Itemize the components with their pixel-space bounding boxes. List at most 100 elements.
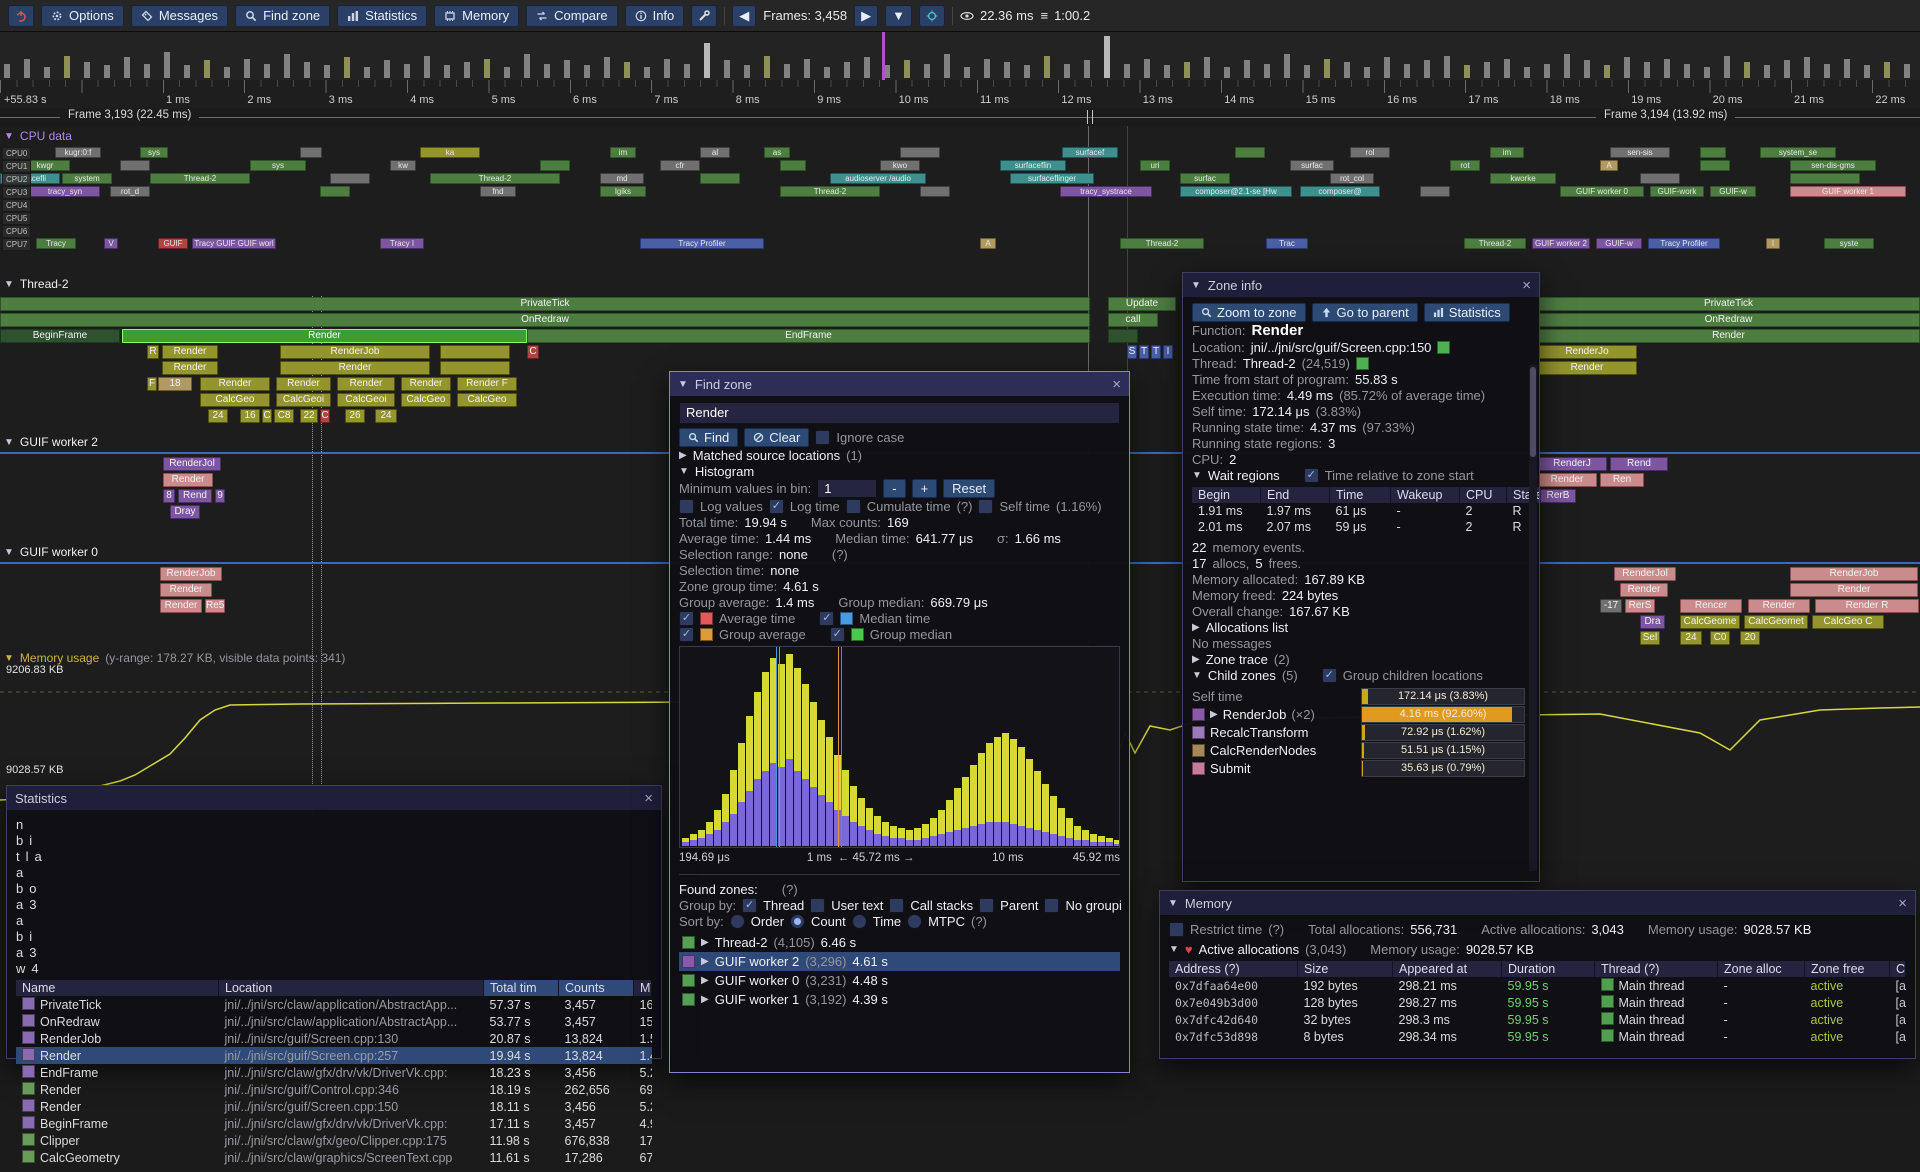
frame-time-bar[interactable] bbox=[1084, 60, 1090, 78]
histogram-bar[interactable] bbox=[834, 755, 841, 846]
timeline-zone[interactable]: sys bbox=[140, 147, 168, 158]
frame-time-bar[interactable] bbox=[524, 54, 530, 78]
table-row[interactable]: Render jni/../jni/src/guif/Control.cpp:34… bbox=[16, 1081, 652, 1098]
tools-button[interactable] bbox=[691, 4, 718, 27]
histogram-bar[interactable] bbox=[898, 828, 905, 846]
timeline-zone[interactable] bbox=[440, 361, 510, 375]
histogram-bar[interactable] bbox=[1042, 784, 1049, 846]
histogram-bar[interactable] bbox=[1074, 826, 1081, 846]
timeline-zone[interactable]: Render bbox=[160, 583, 212, 597]
column-header[interactable]: CPU bbox=[1459, 487, 1507, 503]
timeline-zone[interactable]: sys bbox=[250, 160, 306, 171]
frame-time-bar[interactable] bbox=[304, 62, 310, 78]
collapse-arrow[interactable]: ▼ bbox=[1192, 669, 1202, 681]
histogram-bar[interactable] bbox=[706, 822, 713, 846]
child-zone-row[interactable]: Self time 172.14 μs (3.83%) bbox=[1192, 687, 1525, 705]
histogram-bar[interactable] bbox=[970, 765, 977, 846]
timeline-zone[interactable]: RerB bbox=[1540, 489, 1576, 503]
timeline-zone[interactable]: Trac bbox=[1266, 238, 1308, 249]
frame-time-bar[interactable] bbox=[1284, 54, 1290, 78]
collapse-arrow[interactable]: ▶ bbox=[701, 994, 709, 1005]
frame-band[interactable]: Frame 3,193 (22.45 ms) Frame 3,194 (13.9… bbox=[0, 108, 1920, 126]
timeline-zone[interactable]: Tracy bbox=[36, 238, 76, 249]
histogram-bar[interactable] bbox=[850, 786, 857, 846]
go-to-parent-button[interactable]: Go to parent bbox=[1311, 303, 1418, 322]
frame-time-bar[interactable] bbox=[224, 66, 230, 78]
frame-time-bar[interactable] bbox=[704, 42, 710, 78]
timeline-zone[interactable]: CalcGeo bbox=[401, 393, 451, 407]
timeline-zone[interactable] bbox=[700, 173, 740, 184]
frame-time-bar[interactable] bbox=[1704, 66, 1710, 78]
find-zone-titlebar[interactable]: ▼ Find zone × bbox=[670, 372, 1129, 396]
timeline-zone[interactable]: OnRedraw bbox=[0, 313, 1090, 327]
frame-time-bar[interactable] bbox=[1004, 62, 1010, 78]
table-row[interactable]: Render jni/../jni/src/guif/Screen.cpp:150… bbox=[16, 1098, 652, 1115]
timeline-zone[interactable]: CalcGeoi bbox=[337, 393, 395, 407]
frame-time-bar[interactable] bbox=[584, 65, 590, 78]
timeline-zone[interactable] bbox=[320, 186, 350, 197]
zoom-to-zone-button[interactable]: Zoom to zone bbox=[1192, 303, 1306, 322]
cpu-data-header[interactable]: ▼ CPU data bbox=[4, 128, 72, 144]
child-zone-row[interactable]: CalcRenderNodes 51.51 μs (1.15%) bbox=[1192, 741, 1525, 759]
column-header[interactable]: Total tim bbox=[483, 980, 559, 996]
histogram-bar[interactable] bbox=[938, 810, 945, 846]
histogram-bar[interactable] bbox=[962, 777, 969, 846]
frame-time-bar[interactable] bbox=[1264, 63, 1270, 78]
child-zone-row[interactable]: RecalcTransform 72.92 μs (1.62%) bbox=[1192, 723, 1525, 741]
frame-time-bar[interactable] bbox=[1544, 63, 1550, 78]
histogram-bar[interactable] bbox=[722, 794, 729, 846]
frame-time-bar[interactable] bbox=[924, 63, 930, 78]
timeline-zone[interactable]: RenderJol bbox=[163, 457, 221, 471]
checkbox[interactable]: ✓ bbox=[829, 626, 845, 642]
scrollbar-thumb[interactable] bbox=[1530, 367, 1536, 457]
timeline-zone[interactable]: Render bbox=[200, 377, 270, 391]
power-button[interactable] bbox=[8, 4, 34, 27]
collapse-arrow[interactable]: ▶ bbox=[679, 449, 687, 461]
collapse-arrow[interactable]: ▼ bbox=[1192, 469, 1202, 481]
frame-time-bar[interactable] bbox=[1744, 62, 1750, 78]
timeline-zone[interactable]: F bbox=[147, 377, 157, 391]
frame-time-bar[interactable] bbox=[1524, 66, 1530, 78]
timeline-zone[interactable]: 24 bbox=[1680, 631, 1702, 645]
child-zone-row[interactable]: Submit 35.63 μs (0.79%) bbox=[1192, 759, 1525, 777]
clear-button[interactable]: Clear bbox=[744, 428, 810, 447]
collapse-arrow[interactable]: ▼ bbox=[4, 130, 14, 142]
timeline-zone[interactable]: rol bbox=[1350, 147, 1390, 158]
time-ruler[interactable]: +55.83 s 1 ms 2 ms 3 ms 4 ms 5 ms 6 ms 7 ms 8 ms… bbox=[0, 80, 1920, 108]
timeline-zone[interactable]: Render bbox=[163, 473, 213, 487]
goto-frame-button[interactable] bbox=[918, 4, 945, 27]
histogram-bar[interactable] bbox=[698, 830, 705, 846]
frame-time-bar[interactable] bbox=[764, 55, 770, 78]
frame-time-bar[interactable] bbox=[1244, 60, 1250, 78]
timeline-zone[interactable] bbox=[1700, 147, 1726, 158]
histogram-bar[interactable] bbox=[1034, 771, 1041, 846]
timeline-zone[interactable]: CalcGeoi bbox=[276, 393, 331, 407]
frame-time-bar[interactable] bbox=[1104, 36, 1110, 78]
histogram-bar[interactable] bbox=[922, 824, 929, 846]
timeline-zone[interactable]: RenderJol bbox=[1614, 567, 1676, 581]
histogram-bar[interactable] bbox=[1098, 836, 1105, 846]
collapse-arrow[interactable]: ▼ bbox=[1169, 943, 1179, 955]
frame-time-bar[interactable] bbox=[84, 62, 90, 78]
timeline-zone[interactable]: GUIF-work bbox=[1650, 186, 1704, 197]
histogram-bar[interactable] bbox=[914, 828, 921, 846]
table-row[interactable]: PrivateTick jni/../jni/src/claw/applicati… bbox=[16, 996, 652, 1013]
frame-time-bar[interactable] bbox=[324, 65, 330, 78]
text-input[interactable]: 1 bbox=[817, 479, 878, 498]
view-position-marker[interactable] bbox=[882, 32, 885, 80]
checkbox[interactable] bbox=[679, 498, 694, 514]
timeline-zone[interactable]: Render bbox=[160, 599, 202, 613]
timeline-zone[interactable]: OnRedraw bbox=[1537, 313, 1920, 327]
column-header[interactable]: Name bbox=[16, 980, 219, 996]
timeline-zone[interactable]: composer@2.1-se [Hw bbox=[1180, 186, 1292, 197]
timeline-zone[interactable]: Render bbox=[162, 361, 218, 375]
memory-usage-header[interactable]: ▼ Memory usage (y-range: 178.27 KB, visibl… bbox=[4, 650, 345, 666]
collapse-arrow[interactable]: ▼ bbox=[4, 546, 14, 558]
frame-time-bar[interactable] bbox=[504, 66, 510, 78]
frame-time-bar[interactable] bbox=[1504, 58, 1510, 78]
timeline-zone[interactable]: Render R bbox=[1815, 599, 1919, 613]
table-row[interactable]: EndFrame jni/../jni/src/claw/gfx/drv/vk/D… bbox=[16, 1064, 652, 1081]
timeline-zone[interactable]: C0 bbox=[1710, 631, 1730, 645]
timeline-zone[interactable]: surfacef bbox=[1062, 147, 1118, 158]
histogram-bar[interactable] bbox=[714, 810, 721, 846]
